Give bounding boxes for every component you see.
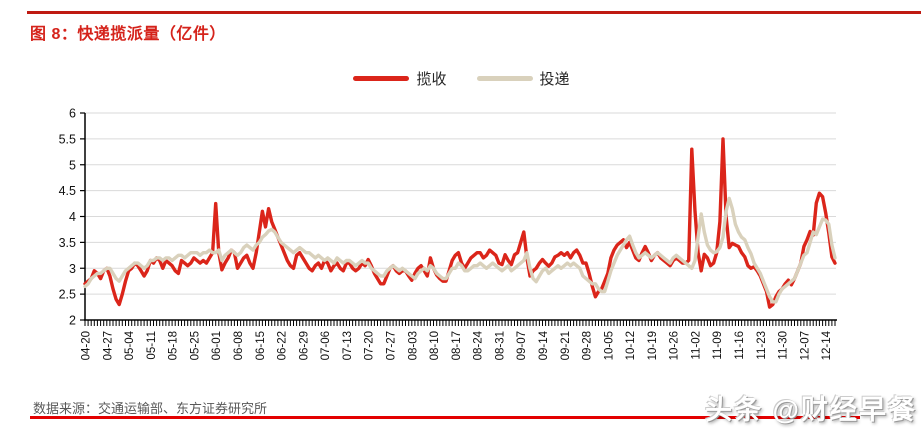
svg-text:10-12: 10-12	[625, 331, 637, 360]
svg-text:09-14: 09-14	[538, 330, 550, 360]
svg-text:08-24: 08-24	[473, 330, 485, 360]
svg-text:08-10: 08-10	[429, 331, 441, 360]
svg-text:11-30: 11-30	[778, 331, 790, 360]
svg-text:09-28: 09-28	[582, 331, 594, 360]
svg-text:05-04: 05-04	[124, 330, 136, 360]
svg-text:07-13: 07-13	[342, 331, 354, 360]
svg-text:05-11: 05-11	[146, 331, 158, 360]
svg-text:11-23: 11-23	[756, 331, 768, 360]
svg-text:09-21: 09-21	[560, 331, 572, 360]
svg-text:07-20: 07-20	[364, 331, 376, 360]
svg-text:3.5: 3.5	[59, 236, 76, 250]
svg-text:06-01: 06-01	[211, 331, 223, 360]
svg-text:11-09: 11-09	[712, 331, 724, 360]
chart-legend: 揽收 投递	[0, 66, 923, 90]
svg-text:08-03: 08-03	[407, 331, 419, 360]
legend-item-delivery: 投递	[476, 68, 570, 89]
svg-text:10-05: 10-05	[603, 331, 615, 360]
svg-text:06-15: 06-15	[255, 331, 267, 360]
top-rule	[27, 11, 921, 14]
svg-text:5: 5	[69, 158, 76, 172]
delivery-line-swatch	[476, 75, 533, 81]
svg-text:10-26: 10-26	[669, 331, 681, 360]
svg-text:10-19: 10-19	[647, 331, 659, 360]
legend-label-pickup: 揽收	[416, 70, 447, 88]
svg-text:09-07: 09-07	[516, 331, 528, 360]
svg-text:12-14: 12-14	[821, 330, 833, 360]
bottom-rule	[30, 416, 860, 419]
svg-text:4: 4	[69, 210, 76, 224]
figure-title: 图 8：快递揽派量（亿件）	[30, 26, 226, 43]
svg-text:11-02: 11-02	[690, 331, 702, 360]
svg-text:11-16: 11-16	[734, 331, 746, 360]
data-source: 数据来源：交通运输部、东方证券研究所	[33, 401, 268, 416]
svg-text:06-22: 06-22	[277, 331, 289, 360]
svg-text:06-08: 06-08	[233, 331, 245, 360]
svg-text:12-07: 12-07	[799, 331, 811, 360]
legend-item-pickup: 揽收	[353, 68, 447, 89]
svg-text:6: 6	[69, 107, 76, 121]
svg-text:4.5: 4.5	[59, 184, 76, 198]
svg-text:06-29: 06-29	[298, 331, 310, 360]
svg-text:3: 3	[69, 262, 76, 276]
pickup-line-swatch	[353, 75, 410, 81]
svg-text:08-31: 08-31	[494, 331, 506, 360]
svg-text:2.5: 2.5	[59, 288, 76, 302]
legend-label-delivery: 投递	[539, 70, 570, 88]
watermark: 头条 @财经早餐	[705, 395, 917, 425]
svg-text:07-27: 07-27	[385, 331, 397, 360]
svg-text:08-17: 08-17	[451, 331, 463, 360]
svg-text:5.5: 5.5	[59, 132, 76, 146]
svg-text:04-27: 04-27	[102, 331, 114, 360]
svg-text:07-06: 07-06	[320, 331, 332, 360]
svg-text:2: 2	[69, 314, 76, 328]
svg-text:05-25: 05-25	[189, 331, 201, 360]
svg-text:04-20: 04-20	[81, 331, 93, 360]
svg-text:05-18: 05-18	[168, 331, 180, 360]
